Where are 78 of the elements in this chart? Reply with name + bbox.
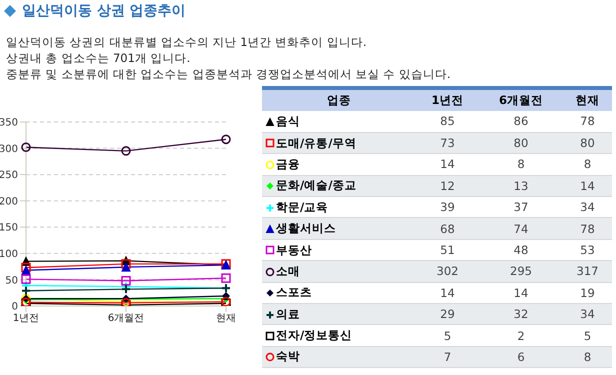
y-tick-label: 250 (0, 170, 18, 182)
y-tick-label: 부동산 (275, 242, 313, 259)
point (221, 273, 231, 283)
data-label: 34 (579, 306, 596, 324)
data-label: 5 (582, 328, 592, 345)
data-label: 13 (512, 178, 530, 195)
data-label: 78 (579, 113, 596, 130)
point (121, 259, 131, 269)
x-tick-label: 현재 (216, 313, 236, 324)
data-label: 48 (512, 242, 530, 260)
y-tick-label: 100 (0, 248, 18, 260)
x-tick-label: 6개월전 (498, 92, 544, 109)
data-label: 85 (439, 113, 456, 130)
data-label: 2 (516, 328, 526, 345)
y-tick-label: 50 (5, 275, 18, 286)
y-tick-label: 생활서비스 (275, 220, 337, 238)
data-label: 68 (439, 220, 456, 238)
y-tick-label: 350 (0, 118, 18, 129)
y-tick-label: 도매/유통/무역 (275, 134, 358, 152)
y-tick-label: 음식 (275, 112, 301, 130)
point (122, 262, 130, 272)
data-label: 86 (512, 113, 530, 130)
data-label: 8 (516, 156, 526, 174)
y-tick-label: 숙박 (275, 348, 301, 366)
data-label: 302 (436, 263, 460, 280)
data-label: 12 (439, 178, 456, 195)
point (121, 146, 131, 156)
data-label: 74 (512, 220, 530, 238)
data-label: 32 (512, 306, 530, 324)
point (121, 276, 131, 286)
point (21, 142, 31, 152)
data-label: 80 (512, 135, 530, 152)
y-axis-title: 업종 (326, 92, 352, 109)
data-label: 8 (582, 156, 592, 174)
text: 상권내 총 업소수는 701개 입니다. (6, 50, 192, 66)
data-label: 37 (512, 199, 530, 216)
data-label: 14 (512, 284, 530, 302)
data-label: 14 (439, 156, 456, 174)
y-tick-label: 소매 (275, 262, 301, 280)
data-label: 78 (579, 220, 596, 238)
data-label: 51 (439, 242, 456, 260)
y-tick-label: 150 (0, 222, 18, 234)
data-label: 14 (579, 178, 596, 195)
y-tick-label: 200 (0, 196, 18, 208)
y-tick-label: 0 (12, 302, 18, 313)
data-label: 73 (439, 135, 456, 152)
y-tick-label: 전자/정보통신 (275, 327, 354, 344)
data-label: 317 (576, 263, 600, 280)
text: 일산덕이동 상권의 대분류별 업소수의 지난 1년간 변화추이 입니다. (6, 34, 368, 50)
y-tick-label: 스포츠 (275, 284, 313, 302)
y-tick-label: 학문/교육 (275, 198, 330, 216)
y-tick-label: 금융 (275, 156, 301, 173)
data-label: 5 (442, 328, 452, 345)
point (22, 266, 30, 275)
data-label: 34 (579, 199, 596, 216)
x-tick-label: 6개월전 (108, 313, 144, 324)
x-tick-label: 1년전 (430, 92, 464, 109)
point (121, 284, 131, 294)
point (21, 262, 31, 272)
data-label: 39 (439, 199, 456, 216)
data-label: 53 (579, 242, 596, 260)
point (221, 134, 231, 144)
y-tick-label: 문화/예술/종교 (275, 177, 358, 194)
chart-title: 일산덕이동 상권 업종추이 (22, 2, 186, 20)
data-label: 7 (442, 348, 452, 366)
data-label: 80 (579, 135, 596, 152)
text: 중분류 및 소분류에 대한 업소수는 업종분석과 경쟁업소분석에서 보실 수 있습니다. (6, 66, 451, 82)
data-label: 6 (516, 348, 526, 366)
x-tick-label: 1년전 (12, 313, 40, 324)
point (21, 274, 31, 284)
x-tick-label: 현재 (574, 92, 600, 109)
data-label: 19 (579, 284, 596, 302)
data-label: 29 (439, 306, 456, 324)
y-tick-label: 300 (0, 144, 18, 155)
y-tick-label: 의료 (275, 306, 301, 323)
data-label: 295 (509, 263, 533, 280)
data-label: 14 (439, 284, 456, 302)
data-label: 8 (582, 348, 592, 366)
